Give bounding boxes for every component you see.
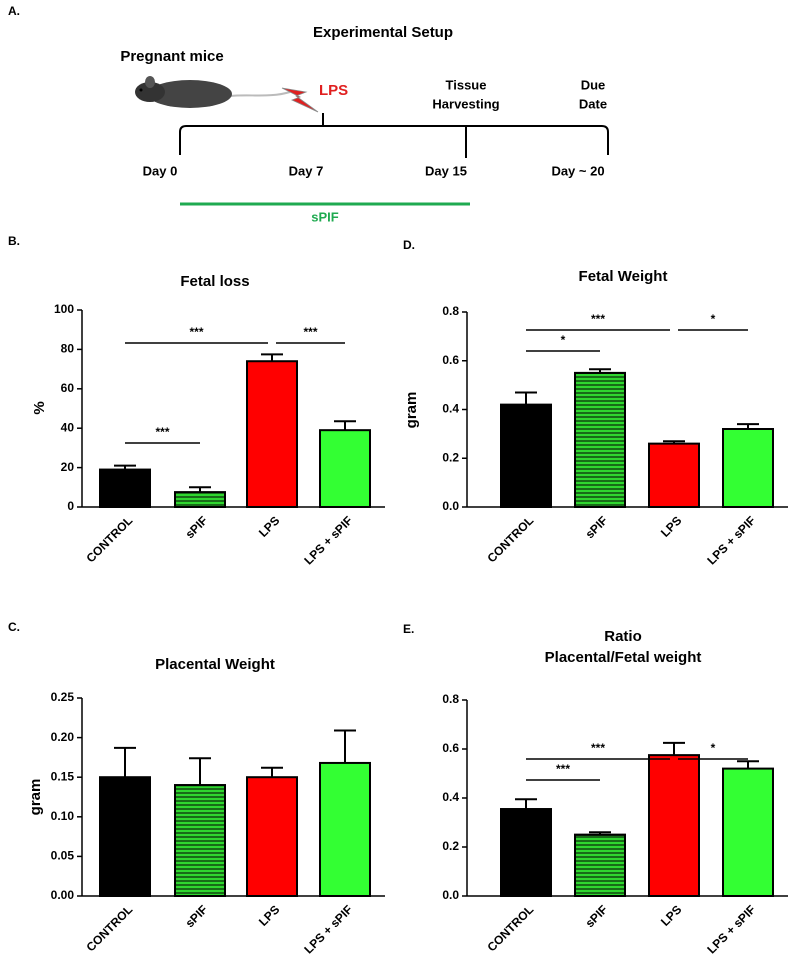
bar-hatch xyxy=(174,784,226,897)
significance-label: *** xyxy=(556,762,570,776)
x-tick-label: CONTROL xyxy=(84,902,136,954)
panel-label: E. xyxy=(403,622,414,636)
y-tick-label: 40 xyxy=(61,420,75,434)
x-tick-label: CONTROL xyxy=(485,902,537,954)
day-label: Day 7 xyxy=(289,163,324,178)
y-tick-label: 0.6 xyxy=(442,741,459,755)
y-tick-label: 0.00 xyxy=(51,888,75,902)
y-tick-label: 0.20 xyxy=(51,730,75,744)
bar xyxy=(648,754,700,897)
significance-label: *** xyxy=(591,312,605,326)
bar xyxy=(648,442,700,508)
bar xyxy=(319,761,371,897)
x-tick-label: CONTROL xyxy=(485,513,537,565)
lightning-icon xyxy=(281,87,319,113)
y-tick-label: 0 xyxy=(67,499,74,513)
chart-title: Fetal loss xyxy=(180,273,249,290)
bar xyxy=(246,360,298,508)
x-tick-label: sPIF xyxy=(183,513,211,541)
y-tick-label: 0.10 xyxy=(51,809,75,823)
panel-label: B. xyxy=(8,234,20,248)
bar-hatch xyxy=(574,833,626,897)
significance-label: *** xyxy=(189,325,203,339)
y-tick-label: 0.2 xyxy=(442,839,459,853)
y-axis-label: gram xyxy=(403,392,420,429)
x-tick-label: LPS xyxy=(658,902,684,928)
y-tick-label: 60 xyxy=(61,381,75,395)
y-tick-label: 20 xyxy=(61,460,75,474)
bar xyxy=(99,468,151,509)
y-tick-label: 0.05 xyxy=(51,849,75,863)
day-label: Day 0 xyxy=(143,163,178,178)
x-tick-label: LPS + sPIF xyxy=(704,513,758,567)
due-label: Due xyxy=(581,77,606,92)
timeline xyxy=(179,113,609,158)
significance-label: * xyxy=(711,741,716,755)
y-tick-label: 0.8 xyxy=(442,304,459,318)
harvest-label: Harvesting xyxy=(432,96,499,111)
y-tick-label: 0.6 xyxy=(442,353,459,367)
y-tick-label: 0.2 xyxy=(442,450,459,464)
significance-label: *** xyxy=(591,741,605,755)
y-axis-label: gram xyxy=(27,779,44,816)
x-tick-label: sPIF xyxy=(583,902,611,930)
x-tick-label: LPS + sPIF xyxy=(704,902,758,956)
treatment-label: LPS xyxy=(319,82,348,99)
chart-title: Placental Weight xyxy=(155,656,275,673)
x-tick-label: LPS xyxy=(658,513,684,539)
significance-label: * xyxy=(711,312,716,326)
x-tick-label: sPIF xyxy=(183,902,211,930)
y-tick-label: 0.25 xyxy=(51,690,75,704)
harvest-label: Tissue xyxy=(446,77,487,92)
y-tick-label: 0.0 xyxy=(442,499,459,513)
mouse-icon xyxy=(135,76,291,108)
x-tick-label: LPS + sPIF xyxy=(301,513,355,567)
significance-label: *** xyxy=(155,425,169,439)
bar xyxy=(500,403,552,508)
bar xyxy=(99,776,151,898)
y-tick-label: 0.4 xyxy=(442,402,459,416)
day-label: Day ~ 20 xyxy=(551,163,604,178)
y-tick-label: 100 xyxy=(54,302,74,316)
bar xyxy=(722,767,774,897)
subject-label: Pregnant mice xyxy=(120,48,223,65)
y-tick-label: 0.0 xyxy=(442,888,459,902)
day-label: Day 15 xyxy=(425,163,467,178)
y-tick-label: 0.4 xyxy=(442,790,459,804)
y-tick-label: 80 xyxy=(61,342,75,356)
treatment-bar-label: sPIF xyxy=(311,209,339,224)
bar-hatch xyxy=(174,491,226,509)
y-tick-label: 0.8 xyxy=(442,692,459,706)
y-tick-label: 0.15 xyxy=(51,769,75,783)
x-tick-label: CONTROL xyxy=(84,513,136,565)
x-tick-label: LPS xyxy=(256,902,282,928)
chart-title: Fetal Weight xyxy=(579,268,668,285)
x-tick-label: LPS xyxy=(256,513,282,539)
bar xyxy=(722,428,774,508)
setup-title: Experimental Setup xyxy=(313,24,453,41)
bar xyxy=(246,776,298,898)
bar-hatch xyxy=(574,371,626,508)
significance-label: * xyxy=(561,333,566,347)
panel-label: C. xyxy=(8,620,20,634)
panel-label: D. xyxy=(403,238,415,252)
due-label: Date xyxy=(579,96,607,111)
bar xyxy=(319,429,371,509)
significance-label: *** xyxy=(303,325,317,339)
x-tick-label: LPS + sPIF xyxy=(301,902,355,956)
x-tick-label: sPIF xyxy=(583,513,611,541)
y-axis-label: % xyxy=(31,401,48,414)
chart-title: Ratio xyxy=(604,628,642,645)
panel-label: A. xyxy=(8,4,20,18)
chart-title: Placental/Fetal weight xyxy=(545,649,702,666)
bar xyxy=(500,808,552,898)
